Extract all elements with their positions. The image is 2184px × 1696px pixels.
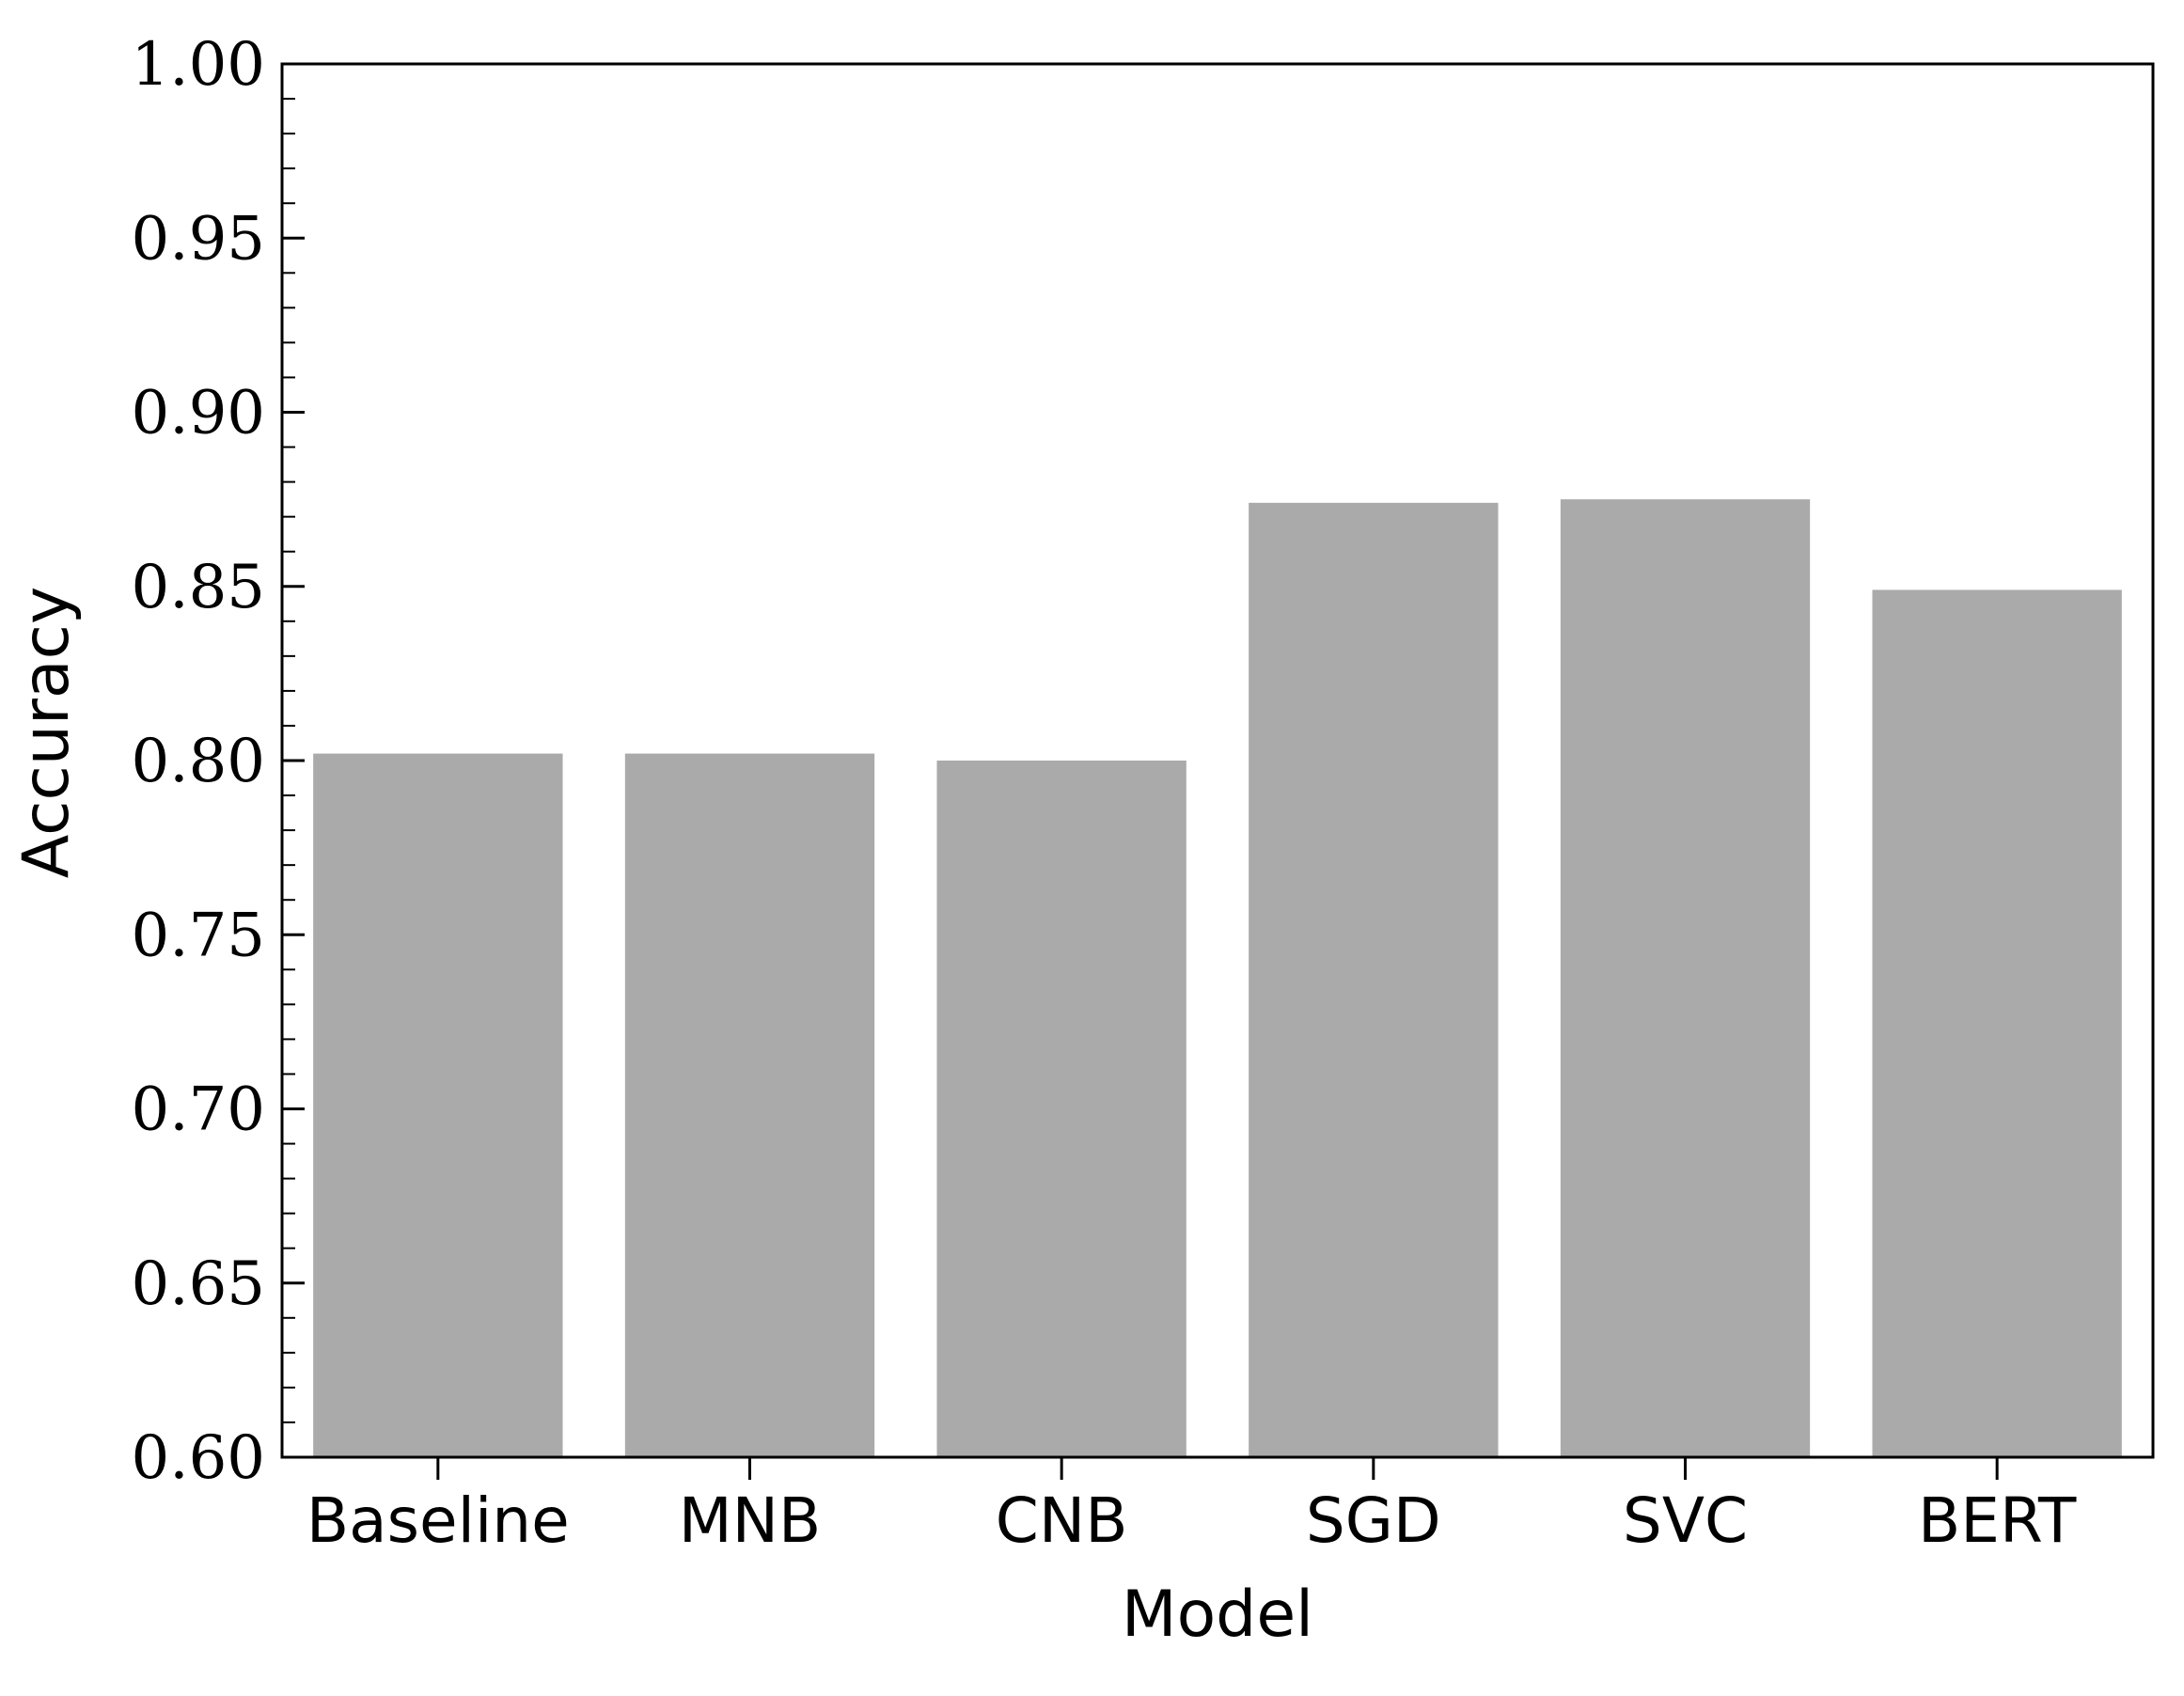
bar-baseline <box>313 753 563 1457</box>
y-tick-label: 0.60 <box>132 1423 266 1493</box>
y-tick-label: 0.85 <box>132 553 266 622</box>
x-tick-label: CNB <box>996 1484 1128 1557</box>
bar-cnb <box>936 761 1186 1457</box>
x-tick-label: SGD <box>1306 1484 1441 1557</box>
y-tick-label: 1.00 <box>132 30 266 100</box>
y-tick-label: 0.95 <box>132 204 266 274</box>
y-tick-label: 0.65 <box>132 1249 266 1319</box>
bar-mnb <box>624 753 875 1457</box>
y-tick-label: 0.80 <box>132 727 266 796</box>
x-tick-label: Baseline <box>306 1484 570 1557</box>
x-tick-label: MNB <box>679 1484 822 1557</box>
x-tick-label: SVC <box>1623 1484 1748 1557</box>
bar-sgd <box>1249 502 1499 1457</box>
x-axis-ticks: Baseline MNB CNB SGD SVC BERT <box>306 1457 2077 1557</box>
y-axis-label: Accuracy <box>9 587 84 878</box>
y-tick-label: 0.75 <box>132 901 266 970</box>
y-tick-label: 0.90 <box>132 379 266 448</box>
y-tick-label: 0.70 <box>132 1076 266 1145</box>
plot-frame <box>280 62 2155 1459</box>
bar-bert <box>1872 589 2122 1457</box>
bar-svc <box>1560 499 1811 1457</box>
bars <box>313 499 2122 1457</box>
y-axis-ticks: 0.60 0.65 0.70 0.75 0.80 0.85 0.90 0.95 1.00 <box>132 30 305 1493</box>
x-tick-label: BERT <box>1918 1484 2077 1557</box>
x-axis-label: Model <box>1122 1578 1313 1652</box>
